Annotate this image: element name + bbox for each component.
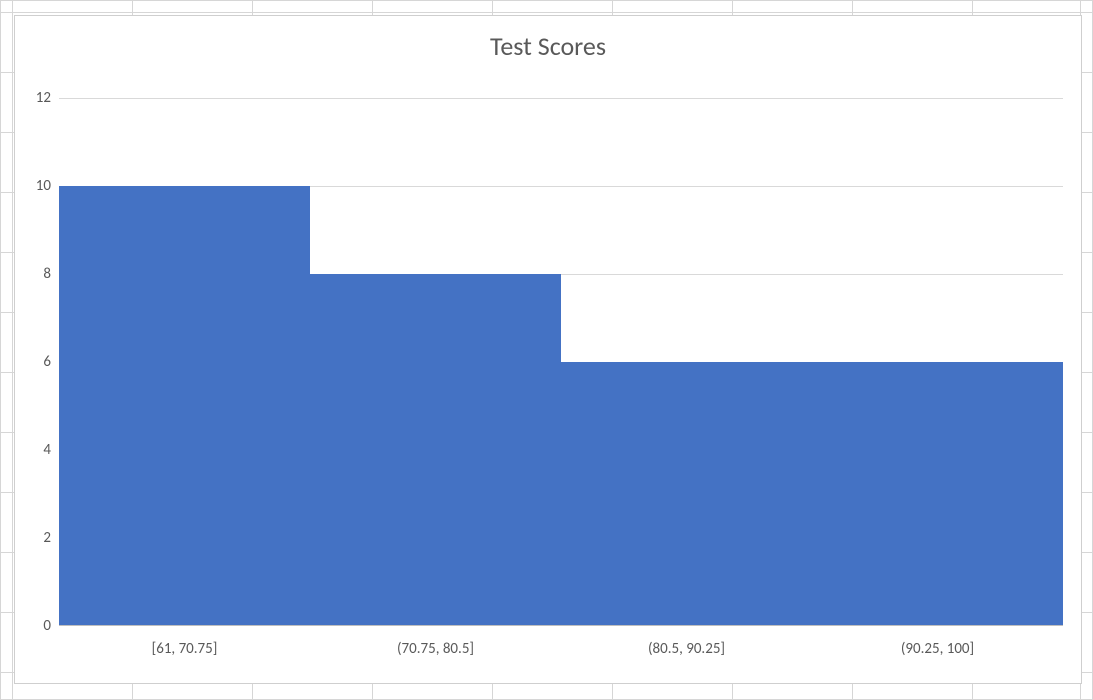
- histogram-bar[interactable]: [59, 186, 310, 626]
- sheet-gridline-v: [12, 0, 13, 700]
- y-tick-label: 6: [43, 353, 51, 371]
- x-tick-label: [61, 70.75]: [59, 640, 310, 658]
- sheet-gridline-h: [0, 0, 1093, 1]
- x-tick-label: (70.75, 80.5]: [310, 640, 561, 658]
- y-tick-label: 12: [36, 89, 51, 107]
- x-tick-label: (80.5, 90.25]: [561, 640, 812, 658]
- y-tick-label: 10: [36, 177, 51, 195]
- histogram-bars: [59, 98, 1063, 626]
- histogram-bar[interactable]: [812, 362, 1063, 626]
- x-axis-labels: [61, 70.75](70.75, 80.5](80.5, 90.25](90…: [59, 626, 1063, 658]
- chart-title: Test Scores: [15, 30, 1081, 62]
- chart-frame[interactable]: Test Scores 024681012 [61, 70.75](70.75,…: [14, 15, 1082, 684]
- x-tick-label: (90.25, 100]: [812, 640, 1063, 658]
- y-tick-label: 2: [43, 529, 51, 547]
- y-tick-label: 4: [43, 441, 51, 459]
- sheet-gridline-h: [0, 12, 1093, 13]
- histogram-bar[interactable]: [561, 362, 812, 626]
- sheet-gridline-v: [0, 0, 1, 700]
- y-tick-label: 8: [43, 265, 51, 283]
- y-tick-label: 0: [43, 617, 51, 635]
- plot-area: 024681012 [61, 70.75](70.75, 80.5](80.5,…: [59, 98, 1063, 626]
- histogram-bar[interactable]: [310, 274, 561, 626]
